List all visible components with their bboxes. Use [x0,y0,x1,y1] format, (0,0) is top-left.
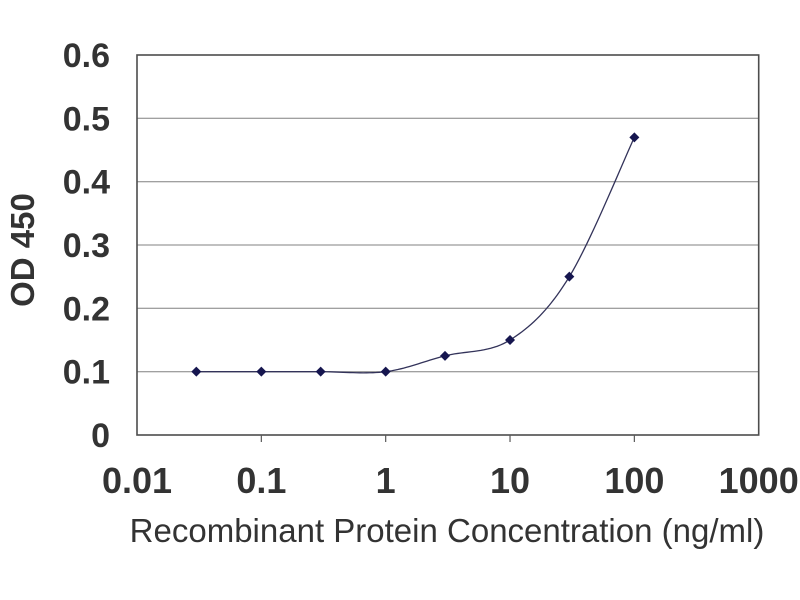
svg-text:0.5: 0.5 [63,100,110,138]
svg-text:1000: 1000 [719,460,799,501]
svg-text:10: 10 [490,460,530,501]
svg-text:0.1: 0.1 [63,354,110,392]
svg-text:0.3: 0.3 [63,227,110,265]
svg-text:Recombinant Protein Concentrat: Recombinant Protein Concentration (ng/ml… [130,512,765,549]
svg-text:100: 100 [604,460,664,501]
svg-text:0.4: 0.4 [63,164,110,202]
svg-text:0.6: 0.6 [63,37,110,75]
svg-text:0: 0 [91,417,110,455]
svg-text:1: 1 [376,460,396,501]
svg-text:0.2: 0.2 [63,290,110,328]
svg-text:0.1: 0.1 [236,460,286,501]
svg-text:0.01: 0.01 [102,460,172,501]
